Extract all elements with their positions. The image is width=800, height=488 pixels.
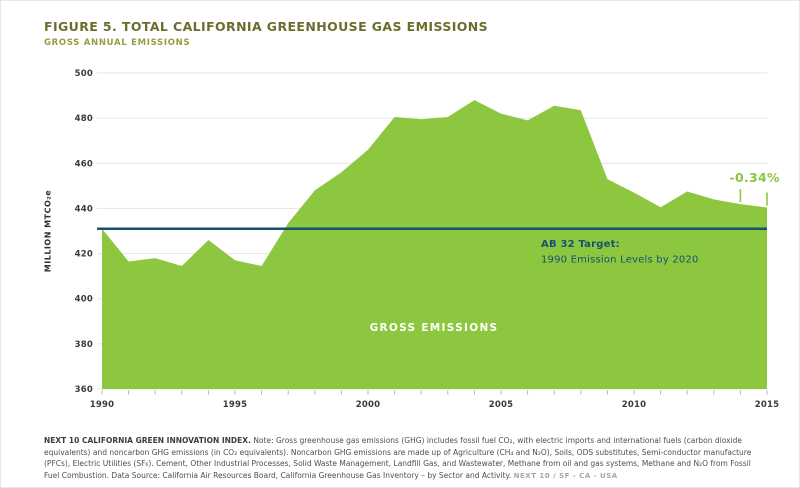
x-axis-tick-label: 1990 [90, 400, 114, 410]
footnote-source-tag: NEXT 10 / SF - CA - USA [513, 471, 618, 480]
y-axis-tick-label: 420 [75, 250, 93, 260]
y-axis-tick-label: 360 [75, 385, 93, 395]
y-axis-tick-label: 400 [75, 295, 93, 305]
y-axis-tick-label: 460 [75, 159, 93, 169]
figure-subtitle: GROSS ANNUAL EMISSIONS [44, 38, 191, 48]
y-axis-tick-label: 500 [75, 69, 93, 79]
ab32-target-label-line2: 1990 Emission Levels by 2020 [541, 255, 699, 266]
figure-title: FIGURE 5. TOTAL CALIFORNIA GREENHOUSE GA… [44, 19, 489, 34]
footnote: NEXT 10 CALIFORNIA GREEN INNOVATION INDE… [44, 435, 766, 482]
gross-emissions-area [102, 100, 767, 389]
y-axis-tick-label: 480 [75, 114, 93, 124]
footnote-note: Note: Gross greenhouse gas emissions (GH… [44, 436, 752, 480]
annotation-value: -0.34% [730, 170, 781, 185]
x-axis-tick-label: 2005 [489, 400, 513, 410]
y-axis-tick-label: 440 [75, 204, 93, 214]
footnote-lead: NEXT 10 CALIFORNIA GREEN INNOVATION INDE… [44, 436, 251, 445]
x-axis-tick-label: 2015 [755, 400, 779, 410]
ab32-target-label-line1: AB 32 Target: [541, 239, 620, 250]
gross-emissions-label: GROSS EMISSIONS [370, 322, 499, 334]
x-axis-tick-label: 1995 [223, 400, 247, 410]
x-axis-tick-label: 2000 [356, 400, 380, 410]
y-axis-tick-label: 380 [75, 340, 93, 350]
x-axis-tick-label: 2010 [622, 400, 646, 410]
